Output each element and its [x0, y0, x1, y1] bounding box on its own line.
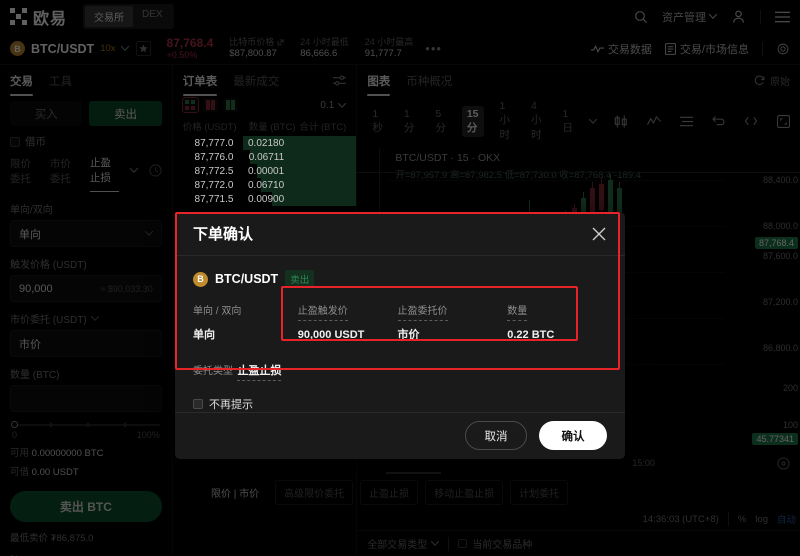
- order-book-row[interactable]: 87,772.5 0.00001 0.75174: [173, 164, 357, 178]
- modal-pair-name: BTC/USDT: [215, 272, 279, 286]
- modal-title: 下单确认: [193, 226, 254, 244]
- order-book-row[interactable]: 87,772.0 0.06710 0.75173: [173, 178, 357, 192]
- dont-show-again-checkbox[interactable]: [193, 398, 203, 409]
- order-book-row[interactable]: 87,777.0 0.02180 0.84065: [173, 136, 357, 150]
- modal-field-direction: 单向 / 双向 单向: [193, 298, 298, 344]
- confirm-button[interactable]: 确认: [539, 421, 607, 451]
- modal-field-amount: 数量 0.22 BTC: [507, 298, 607, 344]
- ob-row-amount: 0.06710: [248, 179, 285, 191]
- modal-field-amount-key: 数量: [507, 304, 528, 321]
- ob-row-price: 87,772.5: [194, 165, 234, 177]
- modal-field-trigger-price-key: 止盈触发价: [297, 304, 348, 321]
- ob-row-amount: 0.02180: [248, 137, 285, 149]
- order-book-row[interactable]: 87,776.0 0.06711 0.81885: [173, 150, 357, 164]
- order-book-rows: 87,777.0 0.02180 0.84065 87,776.0 0.0671…: [173, 136, 357, 206]
- ob-row-amount: 0.06711: [248, 151, 285, 163]
- order-book-row[interactable]: 87,771.5 0.00900 0.68463: [173, 192, 357, 206]
- ob-row-amount: 0.00900: [248, 193, 285, 205]
- modal-body: B BTC/USDT 卖出 单向 / 双向 单向 止盈触发价 90,000 US…: [175, 256, 625, 412]
- modal-field-order-type: 委托类型 止盈止损: [193, 344, 607, 382]
- modal-field-order-type-key: 委托类型: [193, 365, 233, 377]
- modal-field-order-type-value: 止盈止损: [237, 363, 282, 381]
- modal-field-trigger-price-value: 90,000 USDT: [297, 329, 365, 341]
- ob-row-price: 87,777.0: [194, 137, 234, 149]
- modal-footer: 取消 确认: [175, 411, 625, 460]
- ob-row-price: 87,772.0: [194, 179, 234, 191]
- dont-show-again-row[interactable]: 不再提示: [193, 382, 607, 412]
- modal-header: 下单确认: [175, 212, 625, 255]
- modal-field-order-price: 止盈委托价 市价: [397, 298, 508, 344]
- modal-field-direction-key: 单向 / 双向: [193, 306, 242, 317]
- ob-row-amount: 0.00001: [248, 165, 285, 177]
- modal-header-divider: [175, 255, 625, 256]
- cancel-button[interactable]: 取消: [465, 421, 527, 451]
- modal-field-order-price-value: 市价: [397, 329, 420, 341]
- modal-pair-row: B BTC/USDT 卖出: [193, 256, 607, 298]
- dont-show-again-label: 不再提示: [209, 398, 253, 411]
- modal-btc-coin-icon: B: [193, 271, 208, 287]
- modal-side-badge: 卖出: [285, 270, 315, 288]
- modal-field-order-price-key: 止盈委托价: [397, 304, 448, 321]
- ob-row-price: 87,771.5: [194, 193, 234, 205]
- modal-field-amount-value: 0.22 BTC: [507, 329, 555, 341]
- modal-fields-grid: 单向 / 双向 单向 止盈触发价 90,000 USDT 止盈委托价 市价 数量…: [193, 298, 607, 344]
- order-confirmation-modal: 下单确认 B BTC/USDT 卖出 单向 / 双向 单向 止盈触发价 9: [175, 212, 625, 459]
- modal-field-trigger-price: 止盈触发价 90,000 USDT: [297, 298, 398, 344]
- close-icon[interactable]: [591, 226, 607, 242]
- ob-row-price: 87,776.0: [194, 151, 234, 163]
- modal-field-direction-value: 单向: [193, 329, 215, 341]
